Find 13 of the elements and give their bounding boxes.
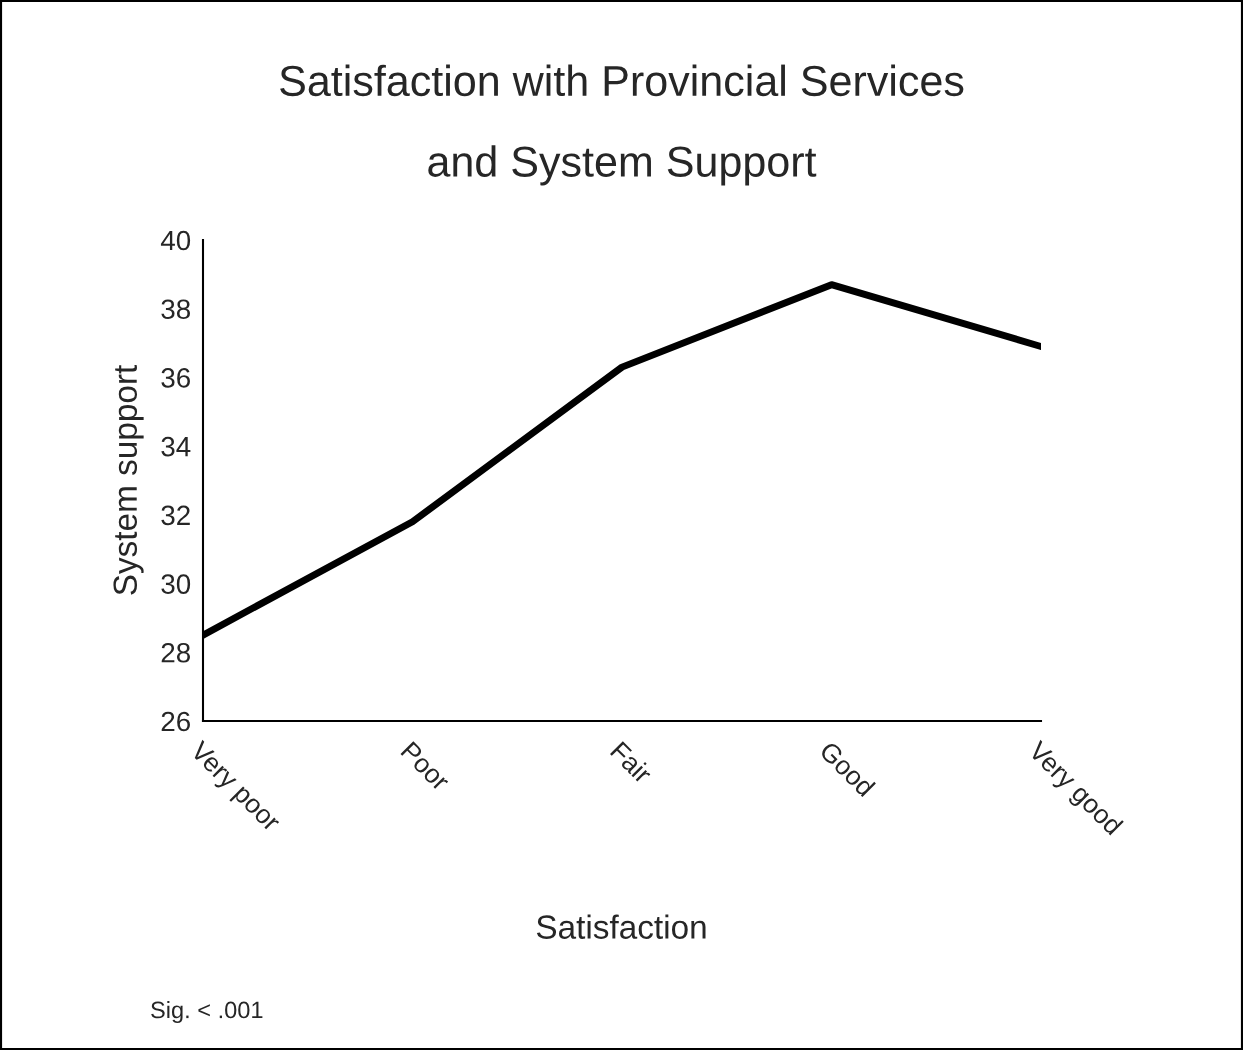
chart-title: Satisfaction with Provincial Services and System Support (280, 64, 964, 186)
y-tick-label: 28 (161, 642, 190, 663)
x-axis-title: Satisfaction (536, 914, 706, 939)
y-axis-title: System support (113, 364, 144, 595)
y-tick-label: 32 (161, 505, 190, 526)
x-tick-label: Fair (609, 740, 654, 785)
y-tick-label: 40 (160, 230, 191, 251)
y-tick-label: 26 (161, 711, 190, 732)
text: Sig. < .001 (151, 1000, 263, 1024)
y-tick-label: 34 (161, 436, 191, 457)
y-tick-label: 30 (161, 574, 191, 594)
y-tick-label: 38 (161, 299, 190, 320)
y-tick-label: 36 (161, 368, 190, 388)
